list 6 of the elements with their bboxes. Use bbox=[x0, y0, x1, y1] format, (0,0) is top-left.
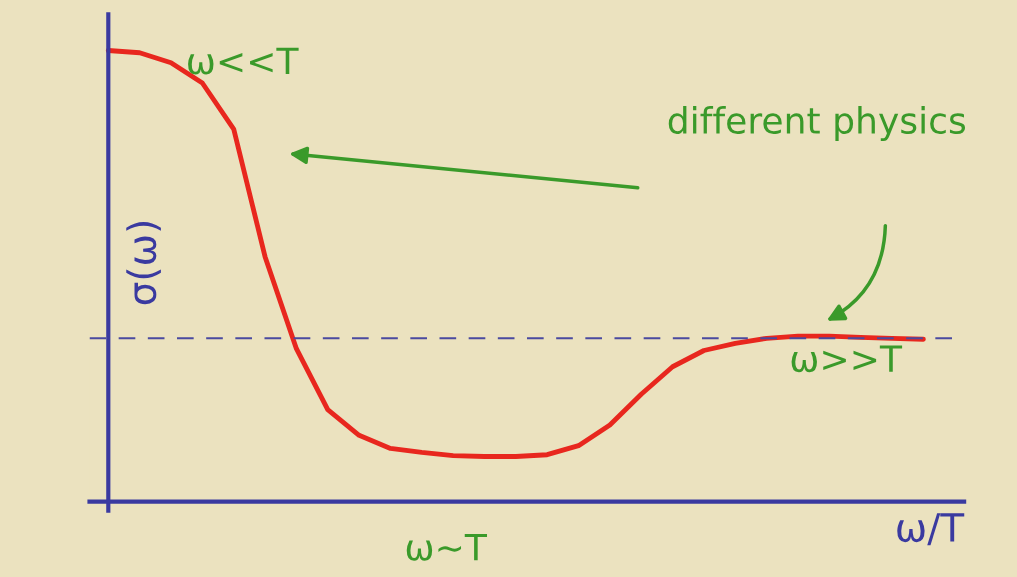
y-axis-title: σ(ω) bbox=[126, 222, 161, 305]
text: ω~T bbox=[406, 533, 488, 561]
annotation: ω>>T bbox=[791, 345, 903, 373]
x-axis-title: ω/T bbox=[897, 513, 965, 546]
annotation: ω<<T bbox=[188, 47, 299, 75]
annotation: different physics bbox=[668, 106, 966, 142]
